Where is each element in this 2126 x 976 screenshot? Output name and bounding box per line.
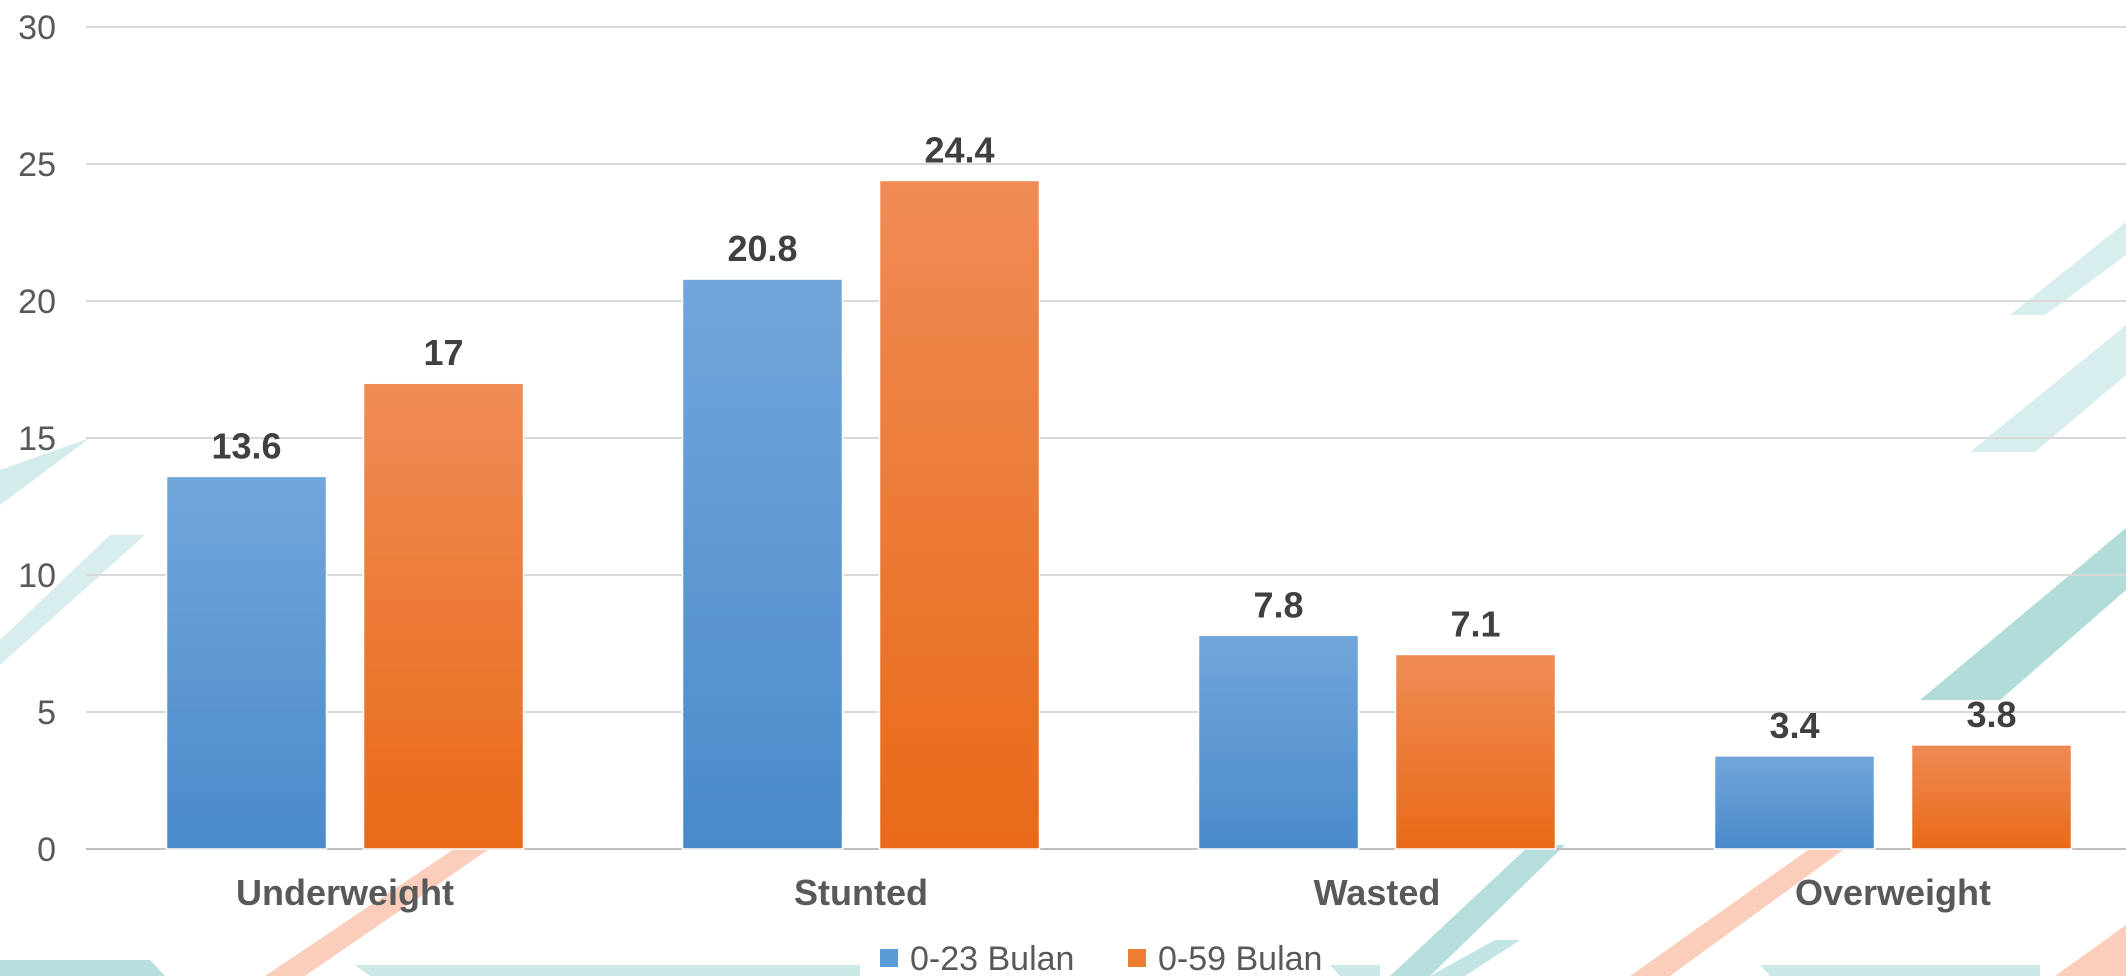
data-label: 7.8 xyxy=(1253,584,1303,625)
legend-swatch xyxy=(1128,949,1146,967)
decor-band-teal xyxy=(1330,965,1380,976)
data-label: 13.6 xyxy=(211,425,281,466)
bar-0-23-bulan-underweight xyxy=(165,475,328,850)
bar-0-23-bulan-wasted xyxy=(1197,634,1360,850)
decor-band-teal xyxy=(355,965,860,976)
decor-stripe-orange xyxy=(1630,845,1850,976)
y-tick-label: 15 xyxy=(18,420,56,458)
bar-0-59-bulan-underweight xyxy=(362,382,525,850)
y-tick-label: 0 xyxy=(37,831,56,869)
bar-0-59-bulan-stunted xyxy=(878,179,1041,850)
data-label: 3.4 xyxy=(1769,705,1819,746)
y-tick-label: 20 xyxy=(18,283,56,321)
y-tick-label: 10 xyxy=(18,557,56,595)
data-label: 24.4 xyxy=(924,129,994,170)
data-label: 17 xyxy=(423,332,463,373)
x-category-label: Overweight xyxy=(1795,872,1991,913)
data-label: 3.8 xyxy=(1966,694,2016,735)
legend-label: 0-23 Bulan xyxy=(910,940,1074,976)
x-axis: Underweight Stunted Wasted Overweight xyxy=(236,872,1991,913)
data-label: 7.1 xyxy=(1450,603,1500,644)
decor-stripe-teal xyxy=(0,438,90,505)
decor-stripe-teal xyxy=(0,535,145,665)
decor-band-teal xyxy=(1760,965,2040,976)
y-tick-label: 5 xyxy=(37,694,56,732)
decor-stripe-teal xyxy=(1390,845,1565,976)
decor-stripe-teal xyxy=(1920,528,2126,700)
decor-stripe-teal xyxy=(1970,325,2126,452)
x-category-label: Wasted xyxy=(1314,872,1441,913)
bar-0-23-bulan-stunted xyxy=(681,278,844,850)
decor-stripe-teal xyxy=(2010,222,2126,315)
legend-label: 0-59 Bulan xyxy=(1158,940,1322,976)
bars xyxy=(165,179,2073,850)
x-category-label: Underweight xyxy=(236,872,454,913)
decor-stripe-orange xyxy=(2055,925,2126,976)
y-axis: 0 5 10 15 20 25 30 xyxy=(18,9,56,869)
legend: 0-23 Bulan 0-59 Bulan xyxy=(880,940,1322,976)
y-tick-label: 30 xyxy=(18,9,56,47)
decor-stripe-teal xyxy=(1430,940,1520,976)
data-labels: 13.6 17 20.8 24.4 7.8 7.1 3.4 3.8 xyxy=(211,129,2016,745)
background-decoration xyxy=(0,222,2126,976)
bar-0-59-bulan-wasted xyxy=(1394,653,1557,850)
bar-0-23-bulan-overweight xyxy=(1713,755,1876,850)
bar-0-59-bulan-overweight xyxy=(1910,744,2073,850)
y-tick-label: 25 xyxy=(18,146,56,184)
data-label: 20.8 xyxy=(727,228,797,269)
decor-band-teal xyxy=(0,960,165,976)
x-category-label: Stunted xyxy=(794,872,928,913)
legend-swatch xyxy=(880,949,898,967)
decor-stripe-orange xyxy=(265,845,495,976)
